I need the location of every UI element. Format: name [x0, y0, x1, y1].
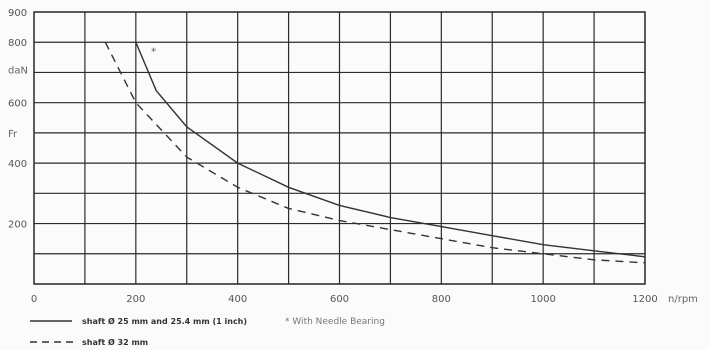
x-tick-label: 200	[126, 294, 145, 305]
plot-frame	[33, 11, 646, 285]
series-line-dashed	[104, 41, 646, 264]
chart-grid	[33, 11, 646, 285]
x-tick-label: 600	[330, 294, 349, 305]
y-axis-secondary-label: Fr	[8, 129, 18, 140]
x-tick-label: 0	[31, 294, 37, 305]
y-tick-label: 600	[8, 99, 27, 110]
x-tick-label: 800	[432, 294, 451, 305]
x-axis-label: n/rpm	[668, 294, 698, 305]
y-tick-label: 200	[8, 220, 27, 231]
legend-solid-label: shaft Ø 25 mm and 25.4 mm (1 inch)	[82, 316, 247, 326]
series-line-solid	[135, 41, 646, 258]
legend: shaft Ø 25 mm and 25.4 mm (1 inch) * With…	[30, 316, 385, 347]
star-annotation: *	[151, 46, 156, 57]
y-axis-label: daN	[8, 65, 28, 76]
y-tick-label: 800	[8, 38, 27, 49]
y-tick-label: 400	[8, 159, 27, 170]
legend-dashed-label: shaft Ø 32 mm	[82, 337, 148, 347]
x-tick-label: 1200	[632, 294, 657, 305]
y-tick-label: 900	[8, 8, 27, 19]
legend-star-label: * With Needle Bearing	[285, 317, 385, 327]
x-tick-label: 400	[228, 294, 247, 305]
x-tick-label: 1000	[530, 294, 555, 305]
